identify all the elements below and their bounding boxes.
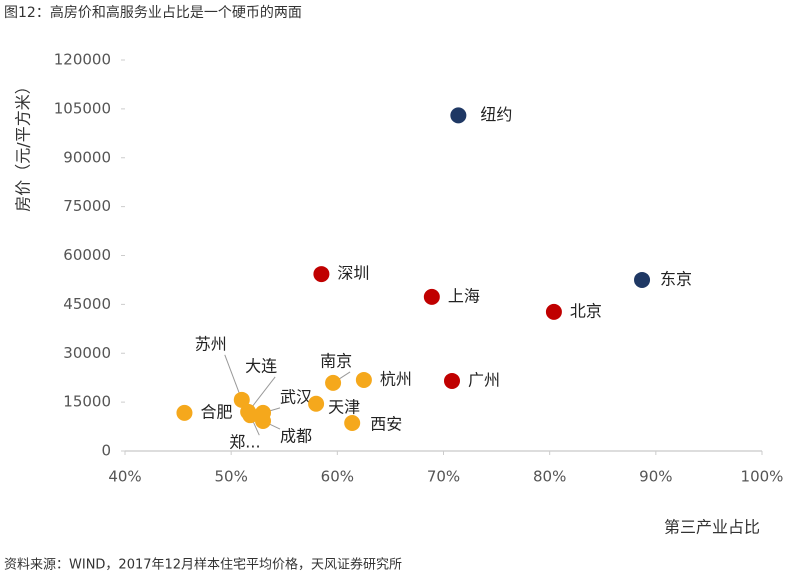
y-tick-label: 105000 bbox=[54, 99, 111, 117]
point-label: 广州 bbox=[468, 370, 500, 389]
y-tick-label: 0 bbox=[101, 442, 111, 460]
point bbox=[176, 404, 193, 421]
point-label: 上海 bbox=[448, 286, 480, 305]
x-tick-label: 50% bbox=[214, 468, 247, 486]
y-tick-label: 45000 bbox=[63, 295, 111, 313]
point-label: 武汉 bbox=[280, 387, 312, 406]
chart-title: 图12：高房价和高服务业占比是一个硬币的两面 bbox=[4, 4, 302, 21]
y-tick-label: 15000 bbox=[63, 393, 111, 411]
point-label: 合肥 bbox=[200, 402, 232, 421]
point bbox=[313, 266, 330, 283]
point bbox=[344, 414, 361, 431]
y-tick-label: 120000 bbox=[54, 51, 111, 69]
point bbox=[255, 413, 272, 430]
point bbox=[308, 395, 325, 412]
x-tick-label: 90% bbox=[639, 468, 672, 486]
point-label: 成都 bbox=[280, 427, 312, 446]
point-label: 大连 bbox=[245, 356, 277, 375]
point bbox=[325, 374, 342, 391]
y-tick-label: 60000 bbox=[63, 246, 111, 264]
point-label: 苏州 bbox=[195, 334, 227, 353]
point bbox=[355, 371, 372, 388]
x-tick-label: 80% bbox=[533, 468, 566, 486]
y-axis-label: 房价（元/平方米） bbox=[14, 78, 33, 211]
y-tick-label: 30000 bbox=[63, 344, 111, 362]
point bbox=[443, 372, 460, 389]
point-label: 杭州 bbox=[380, 369, 412, 388]
y-tick-label: 90000 bbox=[63, 148, 111, 166]
point-label: 郑... bbox=[229, 433, 260, 452]
point bbox=[242, 407, 259, 424]
x-tick-label: 40% bbox=[108, 468, 141, 486]
point bbox=[450, 107, 467, 124]
point bbox=[423, 288, 440, 305]
point-label: 北京 bbox=[570, 301, 602, 320]
x-axis-label: 第三产业占比 bbox=[664, 518, 760, 537]
point-label: 东京 bbox=[660, 269, 692, 288]
point-label: 西安 bbox=[370, 414, 402, 433]
x-tick-label: 100% bbox=[741, 468, 784, 486]
leader-line bbox=[224, 354, 243, 401]
point-label: 纽约 bbox=[480, 105, 512, 124]
point bbox=[233, 391, 250, 408]
point-label: 深圳 bbox=[337, 264, 369, 283]
point-label: 天津 bbox=[328, 397, 360, 416]
source-note: 资料来源：WIND，2017年12月样本住宅平均价格，天风证券研究所 bbox=[4, 557, 402, 573]
point-label: 南京 bbox=[320, 351, 352, 370]
x-tick-label: 70% bbox=[427, 468, 460, 486]
point bbox=[545, 303, 562, 320]
x-tick-label: 60% bbox=[321, 468, 354, 486]
point bbox=[634, 271, 651, 288]
y-tick-label: 75000 bbox=[63, 197, 111, 215]
